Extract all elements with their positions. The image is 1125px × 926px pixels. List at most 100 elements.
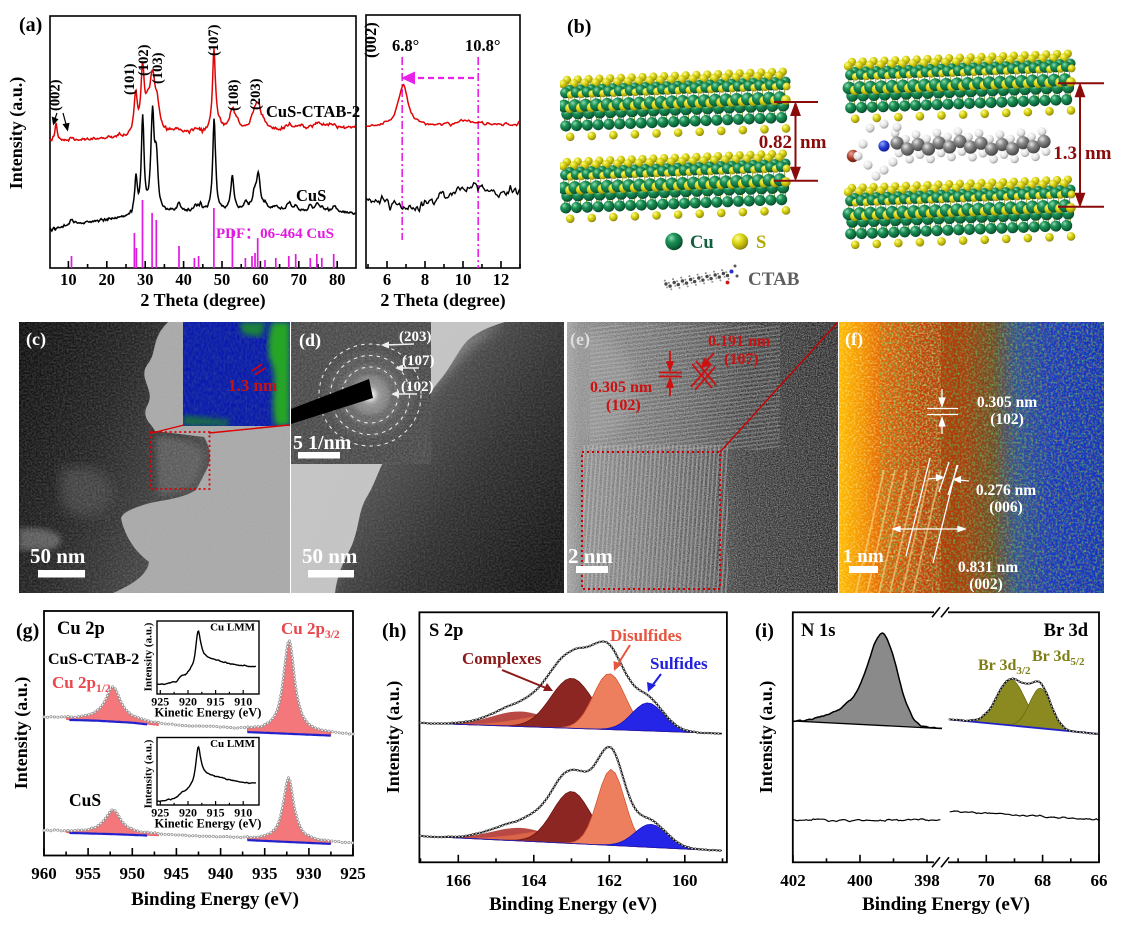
svg-text:PDF：06-464 CuS: PDF：06-464 CuS: [216, 226, 334, 242]
svg-text:CuS-CTAB-2: CuS-CTAB-2: [266, 102, 360, 121]
svg-text:S 2p: S 2p: [429, 621, 463, 641]
svg-text:40: 40: [175, 270, 192, 289]
svg-text:945: 945: [164, 864, 190, 883]
svg-text:10: 10: [455, 270, 472, 289]
svg-text:70: 70: [978, 871, 995, 890]
svg-text:0.82: 0.82: [759, 132, 792, 153]
svg-text:1 nm: 1 nm: [843, 546, 884, 567]
svg-text:Cu 2p1/2: Cu 2p1/2: [52, 673, 111, 695]
svg-text:Cu 2p: Cu 2p: [57, 619, 105, 639]
svg-text:(c): (c): [26, 329, 46, 350]
svg-text:Binding Energy (eV): Binding Energy (eV): [131, 889, 299, 910]
svg-text:935: 935: [252, 864, 278, 883]
svg-text:162: 162: [597, 871, 623, 890]
svg-text:(d): (d): [299, 330, 321, 351]
svg-text:50 nm: 50 nm: [30, 544, 86, 568]
svg-text:Intensity (a.u.): Intensity (a.u.): [143, 622, 155, 691]
svg-text:(002): (002): [361, 22, 380, 58]
svg-text:160: 160: [672, 871, 698, 890]
svg-text:Intensity (a.u.): Intensity (a.u.): [756, 681, 777, 794]
svg-text:(203): (203): [248, 78, 264, 110]
svg-text:50: 50: [214, 270, 231, 289]
svg-text:925: 925: [151, 695, 169, 709]
svg-text:Kinetic Energy (eV): Kinetic Energy (eV): [155, 817, 262, 831]
svg-text:6.8°: 6.8°: [392, 36, 419, 55]
svg-text:940: 940: [208, 864, 234, 883]
svg-text:Br 3d5/2: Br 3d5/2: [1032, 648, 1085, 668]
svg-text:5 1/nm: 5 1/nm: [293, 432, 352, 454]
svg-text:S: S: [756, 233, 766, 253]
svg-text:Cu LMM: Cu LMM: [210, 622, 256, 634]
svg-text:402: 402: [780, 871, 806, 890]
svg-text:nm: nm: [1085, 143, 1112, 164]
svg-text:1.3: 1.3: [1053, 143, 1077, 164]
svg-text:(102): (102): [606, 397, 641, 414]
svg-text:(002): (002): [969, 576, 1003, 593]
svg-text:70: 70: [291, 270, 308, 289]
svg-text:925: 925: [340, 864, 366, 883]
svg-text:2 Theta (degree): 2 Theta (degree): [140, 290, 265, 310]
svg-text:(101): (101): [122, 63, 138, 95]
svg-text:Disulfides: Disulfides: [610, 626, 682, 645]
svg-text:(102): (102): [401, 379, 434, 395]
svg-text:Cu LMM: Cu LMM: [210, 738, 256, 750]
svg-text:955: 955: [75, 864, 101, 883]
svg-text:398: 398: [914, 871, 940, 890]
svg-text:30: 30: [137, 270, 154, 289]
svg-text:6: 6: [383, 270, 391, 289]
svg-text:925: 925: [151, 806, 169, 820]
svg-text:68: 68: [1034, 871, 1051, 890]
svg-text:Intensity (a.u.): Intensity (a.u.): [6, 77, 27, 190]
svg-text:Kinetic Energy (eV): Kinetic Energy (eV): [155, 706, 262, 720]
svg-text:66: 66: [1091, 871, 1108, 890]
svg-text:950: 950: [120, 864, 146, 883]
svg-text:(108): (108): [226, 79, 242, 111]
svg-text:910: 910: [234, 806, 252, 820]
svg-text:0.276 nm: 0.276 nm: [976, 482, 1036, 499]
svg-text:Intensity (a.u.): Intensity (a.u.): [143, 739, 155, 808]
svg-text:CuS-CTAB-2: CuS-CTAB-2: [48, 651, 139, 668]
svg-text:10.8°: 10.8°: [465, 36, 500, 55]
svg-text:920: 920: [179, 806, 197, 820]
svg-text:60: 60: [252, 270, 269, 289]
svg-text:12: 12: [493, 270, 510, 289]
svg-text:0.305 nm: 0.305 nm: [590, 379, 653, 396]
svg-text:(107): (107): [206, 24, 222, 56]
svg-text:Cu: Cu: [690, 233, 714, 253]
svg-text:(f): (f): [845, 329, 863, 350]
svg-text:Br 3d: Br 3d: [1044, 621, 1089, 641]
svg-text:0.191 nm: 0.191 nm: [708, 333, 771, 350]
svg-text:(h): (h): [382, 620, 406, 642]
svg-text:166: 166: [446, 871, 472, 890]
svg-text:2 nm: 2 nm: [568, 544, 613, 568]
svg-text:0.831 nm: 0.831 nm: [958, 559, 1018, 576]
svg-text:930: 930: [296, 864, 322, 883]
svg-text:(102): (102): [136, 44, 152, 76]
svg-text:CuS: CuS: [69, 790, 101, 810]
svg-text:400: 400: [847, 871, 873, 890]
svg-text:(002): (002): [48, 79, 64, 111]
svg-text:915: 915: [207, 806, 225, 820]
svg-text:Intensity (a.u.): Intensity (a.u.): [11, 677, 32, 790]
svg-text:8: 8: [421, 270, 429, 289]
svg-text:(e): (e): [570, 329, 590, 350]
svg-text:(107): (107): [402, 353, 435, 369]
svg-text:(006): (006): [989, 499, 1023, 516]
svg-text:Binding Energy (eV): Binding Energy (eV): [862, 894, 1030, 915]
svg-text:Complexes: Complexes: [462, 649, 542, 668]
svg-text:10: 10: [60, 270, 77, 289]
svg-text:20: 20: [99, 270, 116, 289]
svg-text:CuS: CuS: [296, 186, 326, 205]
svg-text:(i): (i): [755, 620, 774, 642]
svg-text:(203): (203): [399, 329, 432, 345]
svg-text:Br 3d3/2: Br 3d3/2: [978, 657, 1031, 677]
svg-text:N 1s: N 1s: [801, 621, 835, 641]
svg-text:(103): (103): [150, 52, 166, 84]
svg-text:(107): (107): [724, 351, 759, 368]
svg-text:910: 910: [234, 695, 252, 709]
svg-text:nm: nm: [800, 132, 827, 153]
svg-text:915: 915: [207, 695, 225, 709]
svg-text:Intensity (a.u.): Intensity (a.u.): [383, 681, 404, 794]
svg-text:(a): (a): [19, 14, 42, 36]
svg-text:(102): (102): [990, 411, 1024, 428]
